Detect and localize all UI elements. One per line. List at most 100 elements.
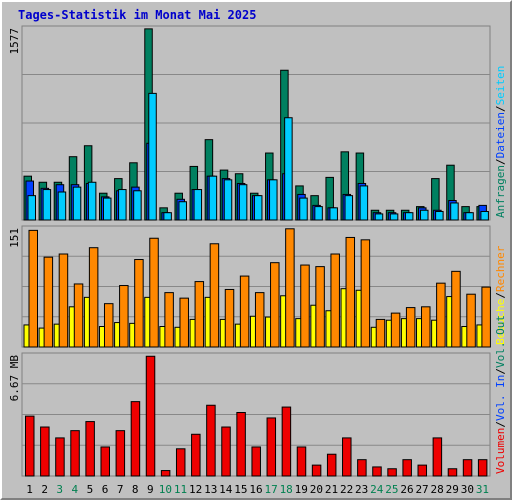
- bar-rechner-day-13: [209, 243, 220, 348]
- bar-rechner-day-19: [300, 264, 310, 348]
- bar-volumen-day-2: [40, 426, 50, 477]
- bar-volumen-day-10: [160, 470, 171, 477]
- bar-seiten-day-18: [284, 117, 293, 221]
- day-label-27: 27: [415, 483, 428, 496]
- bar-seiten-day-8: [133, 190, 142, 221]
- bar-seiten-day-23: [359, 185, 369, 221]
- bar-volumen-day-25: [387, 468, 397, 477]
- day-label-25: 25: [385, 483, 398, 496]
- day-label-9: 9: [147, 483, 154, 496]
- day-label-19: 19: [295, 483, 308, 496]
- day-label-18: 18: [280, 483, 293, 496]
- day-label-16: 16: [249, 483, 262, 496]
- bar-rechner-day-11: [179, 297, 189, 348]
- bar-volumen-day-24: [372, 466, 382, 477]
- bar-rechner-day-28: [436, 282, 446, 348]
- bar-seiten-day-11: [178, 201, 187, 221]
- panel-top-legend: Anfragen/Dateien/Seiten: [494, 66, 507, 218]
- bar-volumen-day-1: [25, 415, 35, 477]
- bar-volumen-day-3: [55, 437, 65, 477]
- legend-seiten: Seiten: [494, 66, 507, 106]
- day-label-2: 2: [41, 483, 48, 496]
- bar-rechner-day-18: [285, 228, 295, 348]
- day-label-6: 6: [102, 483, 109, 496]
- bar-rechner-day-27: [421, 306, 431, 348]
- bar-volumen-day-5: [85, 421, 95, 477]
- bar-volumen-day-20: [311, 464, 322, 477]
- bar-volumen-day-13: [206, 404, 216, 477]
- panel-bottom-max-label: 6.67 MB: [8, 355, 21, 402]
- bar-seiten-day-15: [238, 184, 248, 221]
- day-label-24: 24: [370, 483, 384, 496]
- bar-volumen-day-7: [115, 430, 126, 477]
- day-label-21: 21: [325, 483, 338, 496]
- bar-rechner-day-23: [360, 239, 371, 348]
- bar-rechner-day-17: [270, 262, 280, 348]
- bar-volumen-day-27: [417, 464, 428, 477]
- bar-seiten-day-3: [57, 191, 67, 221]
- bar-volumen-day-4: [70, 430, 80, 477]
- bar-seiten-day-28: [435, 210, 444, 221]
- bar-rechner-day-10: [164, 292, 174, 348]
- panel-top-max-label: 1577: [8, 28, 21, 55]
- legend-anfragen: Anfragen: [494, 165, 507, 218]
- bar-volumen-day-17: [266, 417, 277, 477]
- bar-rechner-day-22: [345, 236, 356, 348]
- legend-rechner: Rechner: [494, 245, 507, 292]
- day-label-26: 26: [400, 483, 413, 496]
- panel-bottom-legend: Volumen/Vol. In/Vol. Out: [494, 315, 507, 474]
- day-label-12: 12: [189, 483, 202, 496]
- bar-rechner-day-12: [194, 281, 205, 348]
- bar-volumen-day-18: [281, 406, 292, 477]
- bar-seiten-day-25: [389, 213, 399, 221]
- bar-rechner-day-20: [315, 266, 325, 348]
- bar-volumen-day-16: [251, 446, 261, 477]
- bar-volumen-day-11: [175, 448, 186, 477]
- day-label-1: 1: [26, 483, 33, 496]
- bar-seiten-day-14: [223, 179, 233, 221]
- bar-rechner-day-1: [28, 229, 38, 348]
- bar-rechner-day-24: [375, 318, 386, 348]
- bar-seiten-day-6: [102, 197, 112, 221]
- bar-seiten-day-1: [27, 195, 36, 221]
- day-label-20: 20: [310, 483, 323, 496]
- day-label-30: 30: [461, 483, 474, 496]
- bar-volumen-day-28: [432, 437, 443, 477]
- bar-volumen-day-12: [191, 433, 201, 477]
- bar-volumen-day-19: [296, 446, 307, 477]
- day-label-31: 31: [476, 483, 489, 496]
- legend-dateien: Dateien: [494, 112, 507, 158]
- bar-rechner-day-15: [239, 275, 250, 348]
- bar-volumen-day-14: [221, 426, 231, 477]
- bar-volumen-day-9: [145, 355, 156, 477]
- day-label-5: 5: [87, 483, 94, 496]
- bar-rechner-day-2: [43, 256, 54, 348]
- bar-volumen-day-21: [326, 453, 337, 477]
- bar-seiten-day-21: [329, 207, 338, 221]
- bar-volumen-day-8: [130, 401, 141, 477]
- bar-volumen-day-26: [402, 459, 412, 477]
- bar-rechner-day-26: [405, 307, 416, 348]
- bar-volumen-day-22: [342, 437, 352, 477]
- bar-rechner-day-6: [103, 303, 114, 348]
- bar-seiten-day-26: [404, 212, 414, 221]
- bar-seiten-day-16: [253, 195, 263, 221]
- bar-seiten-day-20: [314, 206, 323, 221]
- bar-seiten-day-2: [42, 189, 52, 221]
- bar-seiten-day-19: [299, 197, 308, 221]
- bar-volumen-day-29: [447, 468, 458, 477]
- chart-title: Tages-Statistik im Monat Mai 2025: [18, 8, 257, 22]
- bar-rechner-day-29: [451, 270, 461, 348]
- day-label-13: 13: [204, 483, 217, 496]
- bar-seiten-day-7: [118, 189, 127, 221]
- bar-rechner-day-5: [88, 247, 99, 348]
- bar-seiten-day-22: [344, 195, 354, 221]
- bar-rechner-day-30: [466, 293, 476, 348]
- day-label-11: 11: [174, 483, 187, 496]
- bar-seiten-day-5: [87, 181, 97, 221]
- bar-seiten-day-4: [72, 186, 82, 221]
- legend-besuche: Besuche: [494, 299, 507, 345]
- bar-volumen-day-6: [100, 446, 110, 477]
- bar-rechner-day-8: [134, 259, 144, 348]
